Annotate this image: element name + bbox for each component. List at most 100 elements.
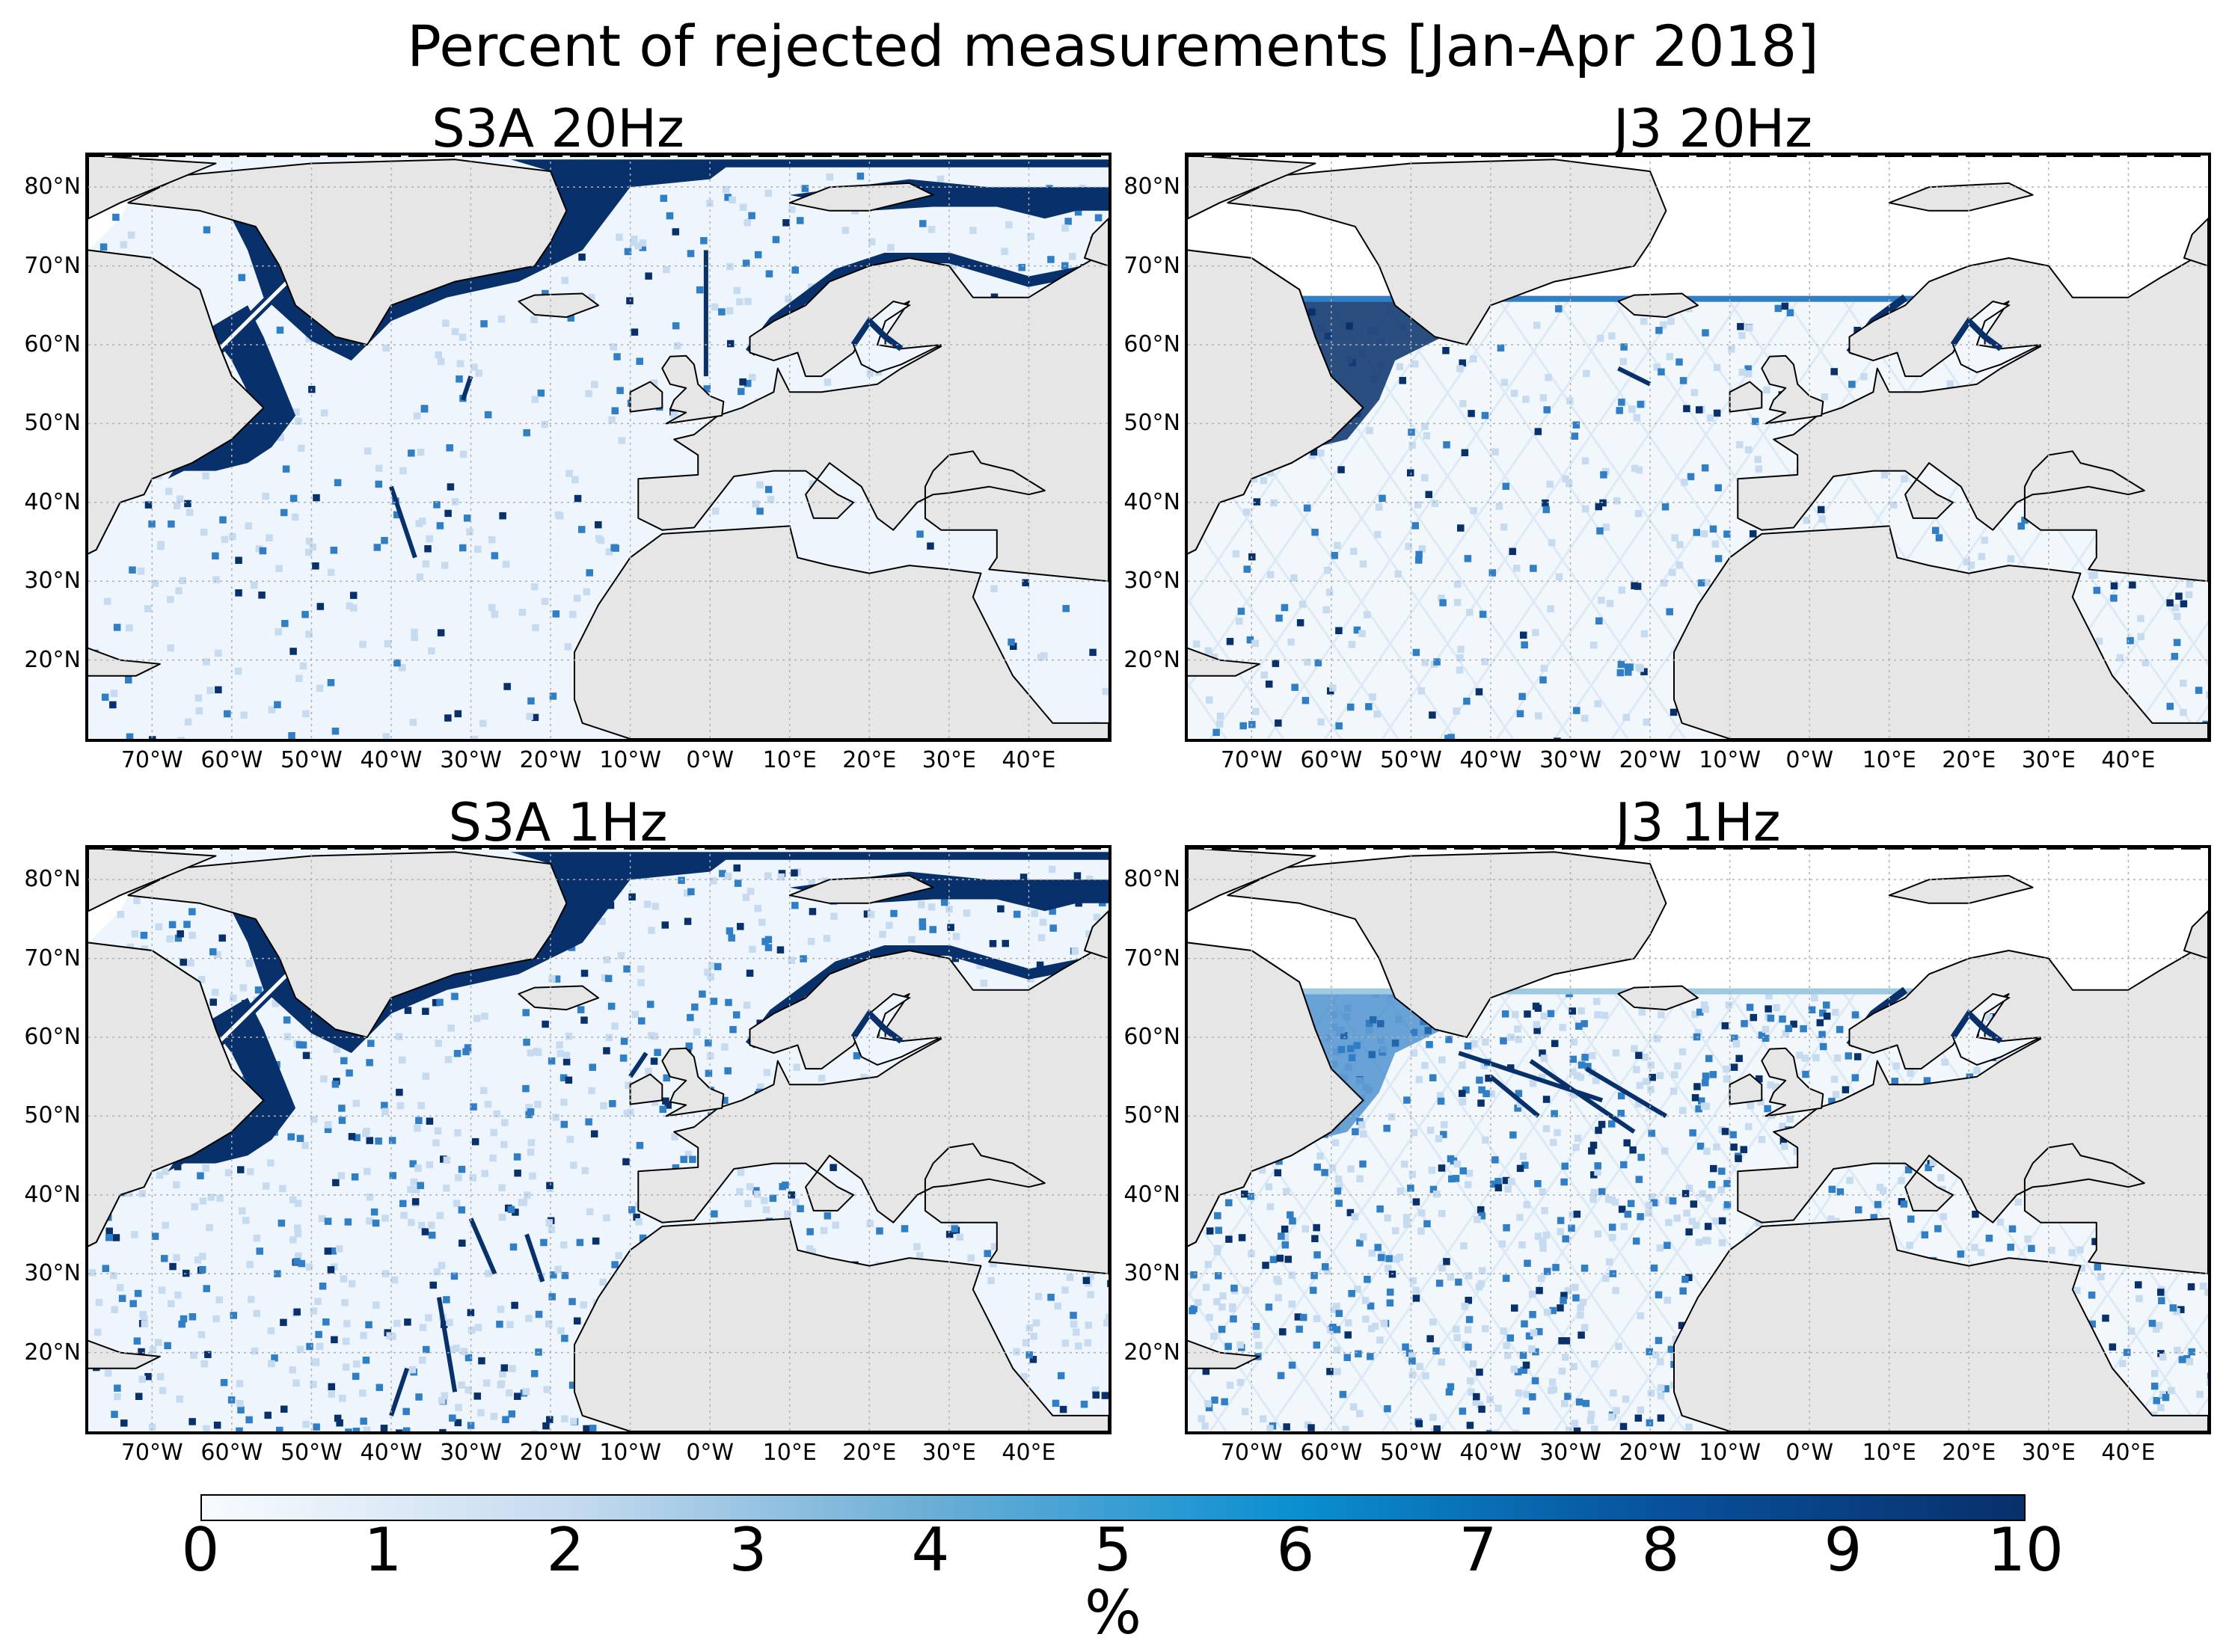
rejected-cell — [737, 923, 744, 930]
north-america-fill — [1188, 942, 1364, 1247]
rejected-cell — [305, 335, 313, 343]
rejected-cell — [660, 194, 668, 202]
rejected-cell — [491, 610, 499, 618]
rejected-cell — [1744, 365, 1752, 372]
rejected-cell — [399, 467, 407, 475]
rejected-cell — [545, 1219, 553, 1226]
rejected-cell — [1252, 707, 1260, 716]
rejected-cell — [1239, 722, 1247, 730]
rejected-cell — [560, 1120, 568, 1129]
rejected-cell — [1851, 1011, 1859, 1019]
rejected-cell — [2137, 615, 2144, 622]
rejected-cell — [568, 1298, 576, 1306]
rejected-cell — [1594, 700, 1601, 707]
rejected-cell — [1836, 1188, 1845, 1196]
rejected-cell — [2088, 571, 2096, 580]
rejected-cell — [1704, 1223, 1712, 1230]
rejected-cell — [1717, 1186, 1725, 1194]
rejected-cell — [1592, 1077, 1600, 1084]
rejected-cell — [1020, 1373, 1028, 1381]
rejected-cell — [367, 1040, 375, 1047]
rejected-cell — [1683, 405, 1690, 413]
rejected-cell — [382, 733, 390, 739]
rejected-cell — [1812, 1054, 1820, 1062]
rejected-cell — [1561, 1354, 1569, 1361]
rejected-cell — [1641, 1053, 1649, 1061]
rejected-cell — [1647, 1061, 1655, 1069]
rejected-cell — [1478, 1086, 1485, 1094]
rejected-cell — [809, 908, 817, 915]
rejected-cell — [554, 1265, 562, 1274]
rejected-cell — [1510, 390, 1518, 397]
rejected-cell — [455, 1174, 462, 1182]
rejected-cell — [1036, 961, 1044, 969]
rejected-cell — [1548, 1387, 1555, 1395]
rejected-cell — [1554, 737, 1561, 739]
rejected-cell — [1415, 556, 1423, 564]
rejected-cell — [276, 326, 284, 334]
rejected-cell — [1610, 1389, 1617, 1397]
rejected-cell — [352, 1372, 360, 1381]
rejected-cell — [174, 934, 183, 942]
rejected-cell — [1590, 1360, 1598, 1368]
rejected-cell — [984, 1250, 991, 1257]
rejected-cell — [312, 562, 319, 570]
rejected-cell — [1900, 1200, 1908, 1208]
rejected-cell — [360, 1417, 367, 1425]
rejected-cell — [742, 894, 750, 901]
rejected-cell — [1052, 1399, 1060, 1407]
rejected-cell — [1577, 1073, 1585, 1081]
rejected-cell — [601, 974, 609, 982]
rejected-cell — [184, 500, 191, 508]
frame-top-dash — [88, 156, 1109, 157]
rejected-cell — [782, 219, 790, 227]
rejected-cell — [1854, 326, 1861, 334]
rejected-cell — [518, 609, 527, 616]
rejected-cell — [607, 1002, 616, 1010]
rejected-cell — [166, 935, 174, 943]
rejected-cell — [421, 1228, 429, 1235]
rejected-cell — [1394, 570, 1402, 578]
caribbean-islands — [88, 1339, 161, 1369]
rejected-cell — [2148, 1319, 2156, 1327]
rejected-cell — [320, 409, 328, 417]
panel-title-j3-1hz: J3 1Hz — [1615, 792, 1781, 853]
lon-label: 40°W — [1459, 747, 1522, 773]
rejected-cell — [366, 1137, 374, 1144]
rejected-cell — [464, 1386, 472, 1394]
rejected-cell — [1693, 1221, 1700, 1229]
rejected-cell — [296, 1345, 304, 1354]
rejected-cell — [1529, 1311, 1536, 1318]
rejected-cell — [168, 921, 177, 929]
rejected-cell — [258, 591, 266, 599]
lat-label: 80°N — [1123, 866, 1180, 893]
rejected-cell — [388, 1137, 396, 1144]
rejected-cell — [537, 389, 545, 397]
rejected-cell — [276, 1426, 283, 1431]
rejected-cell — [1247, 1193, 1254, 1200]
rejected-cell — [1781, 302, 1789, 310]
rejected-cell — [1674, 1062, 1681, 1070]
rejected-cell — [1745, 1123, 1753, 1131]
rejected-cell — [352, 1428, 361, 1431]
novaya-zemlya — [2183, 910, 2208, 959]
lon-label: 60°W — [1300, 747, 1363, 773]
rejected-cell — [1648, 1193, 1656, 1201]
rejected-cell — [1522, 396, 1530, 403]
rejected-cell — [1213, 1298, 1221, 1306]
lat-label: 60°N — [24, 1023, 81, 1050]
rejected-cell — [1500, 523, 1508, 531]
rejected-cell — [402, 1427, 411, 1431]
rejected-cell — [801, 185, 809, 192]
rejected-cell — [125, 676, 132, 684]
rejected-cell — [1323, 1268, 1331, 1275]
rejected-cell — [197, 1172, 204, 1179]
rejected-cell — [1672, 1336, 1680, 1343]
rejected-cell — [726, 262, 734, 271]
eurasia — [1737, 942, 2208, 1275]
rejected-cell — [415, 1117, 423, 1125]
rejected-cell — [1321, 1169, 1328, 1176]
rejected-cell — [346, 1069, 353, 1077]
rejected-cell — [1767, 1081, 1774, 1089]
rejected-cell — [661, 921, 669, 929]
